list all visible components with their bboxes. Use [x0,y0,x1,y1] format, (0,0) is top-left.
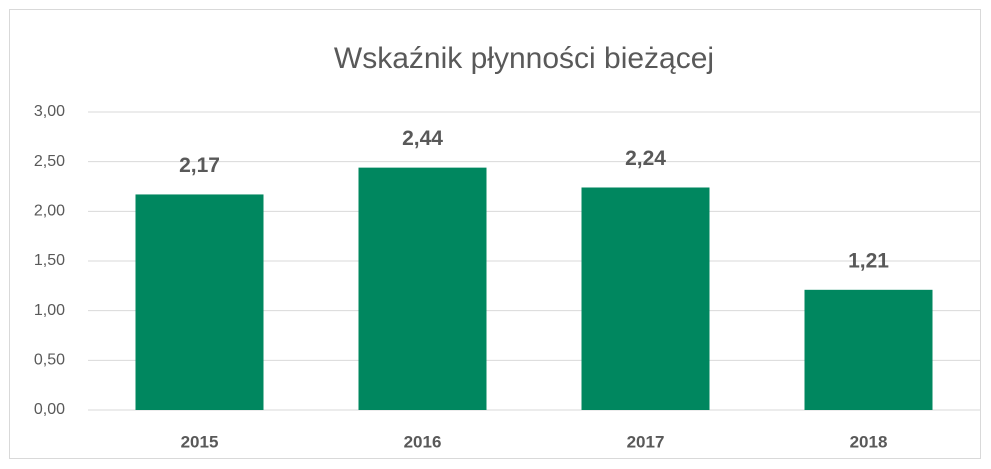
chart-title: Wskaźnik płynności bieżącej [334,42,714,75]
y-tick-label: 1,00 [34,302,65,319]
data-label: 2,44 [402,127,443,150]
x-tick-label: 2016 [404,432,442,451]
x-tick-label: 2015 [181,432,219,451]
x-tick-label: 2017 [627,432,665,451]
y-tick-label: 0,00 [34,401,65,418]
bar [358,167,487,410]
bar [581,187,710,410]
y-tick-label: 2,50 [34,153,65,170]
bar [135,194,264,410]
data-label: 1,21 [848,249,889,272]
y-tick-label: 0,50 [34,352,65,369]
y-tick-label: 1,50 [34,252,65,269]
data-label: 2,17 [179,154,220,177]
bar [804,289,933,410]
y-tick-label: 3,00 [34,103,65,120]
data-label: 2,24 [625,147,666,170]
x-tick-label: 2018 [850,432,888,451]
y-tick-label: 2,00 [34,203,65,220]
